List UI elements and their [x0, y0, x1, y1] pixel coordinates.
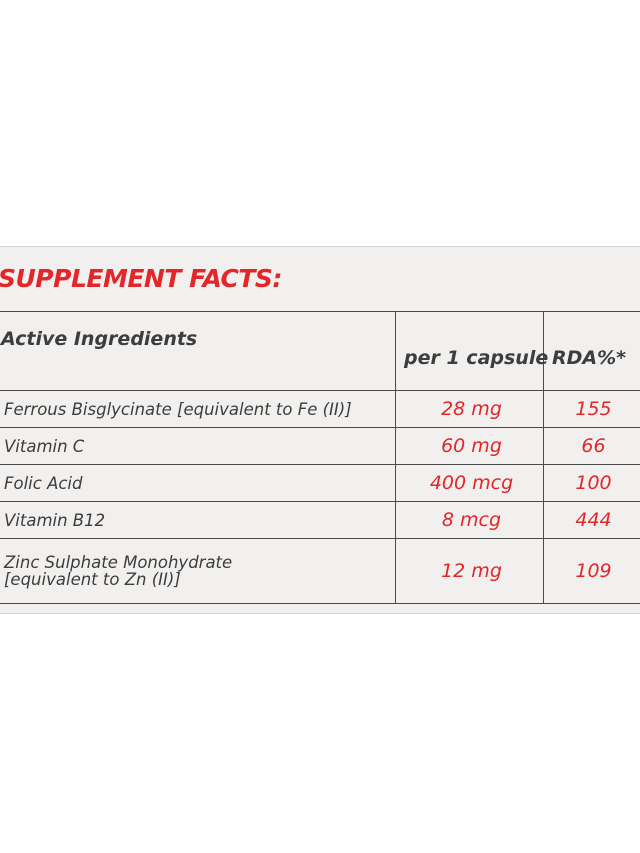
table-row: Vitamin C 60 mg 66: [0, 427, 640, 465]
ingredient-name-line-2: [equivalent to Zn (II)]: [4, 570, 181, 589]
table-header-row: Active Ingredients per 1 capsule RDA%*: [0, 311, 640, 391]
ingredient-name: Ferrous Bisglycinate [equivalent to Fe (…: [0, 390, 396, 428]
ingredient-name: Vitamin B12: [0, 501, 396, 539]
column-header-rda: RDA%*: [543, 311, 640, 391]
ingredient-rda: 444: [543, 501, 640, 539]
table-row: Ferrous Bisglycinate [equivalent to Fe (…: [0, 390, 640, 428]
ingredient-amount: 28 mg: [395, 390, 544, 428]
ingredient-name: Vitamin C: [0, 427, 396, 465]
supplement-facts-table: Active Ingredients per 1 capsule RDA%* F…: [0, 311, 640, 604]
column-header-active-ingredients: Active Ingredients: [0, 311, 396, 391]
ingredient-rda: 109: [543, 538, 640, 604]
ingredient-amount: 8 mcg: [395, 501, 544, 539]
table-row: Zinc Sulphate Monohydrate [equivalent to …: [0, 538, 640, 604]
ingredient-name: Folic Acid: [0, 464, 396, 502]
table-row: Vitamin B12 8 mcg 444: [0, 501, 640, 539]
supplement-facts-title: SUPPLEMENT FACTS:: [0, 264, 282, 293]
ingredient-rda: 100: [543, 464, 640, 502]
ingredient-amount: 60 mg: [395, 427, 544, 465]
ingredient-rda: 155: [543, 390, 640, 428]
ingredient-rda: 66: [543, 427, 640, 465]
ingredient-amount: 400 mcg: [395, 464, 544, 502]
ingredient-name: Zinc Sulphate Monohydrate [equivalent to …: [0, 538, 396, 604]
ingredient-amount: 12 mg: [395, 538, 544, 604]
column-header-per-capsule: per 1 capsule: [395, 311, 548, 391]
ingredient-name-line-1: Zinc Sulphate Monohydrate: [4, 553, 233, 572]
table-row: Folic Acid 400 mcg 100: [0, 464, 640, 502]
